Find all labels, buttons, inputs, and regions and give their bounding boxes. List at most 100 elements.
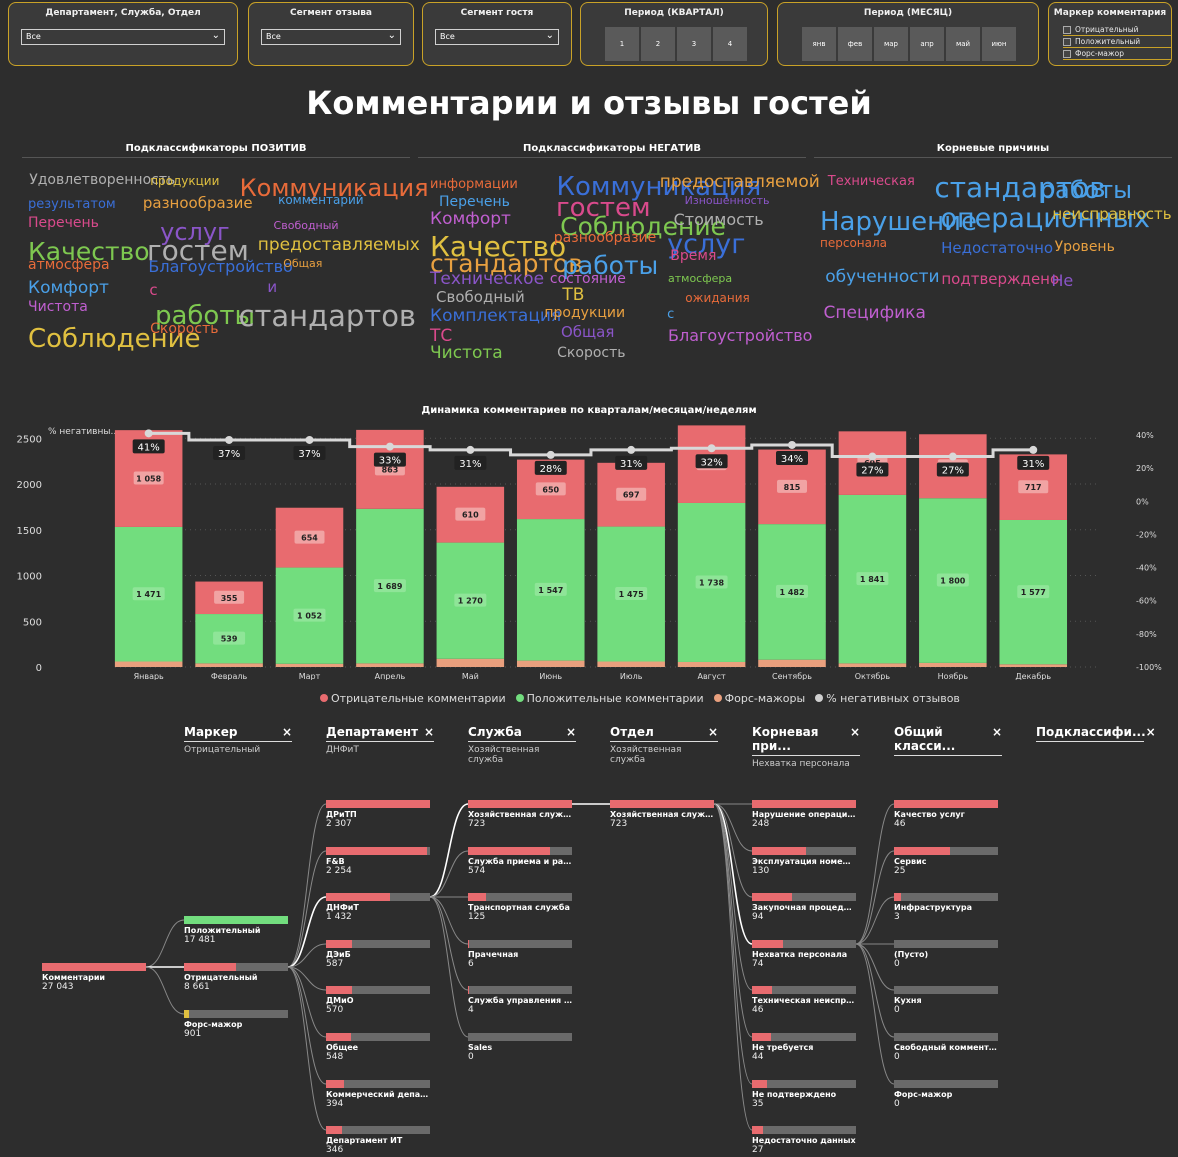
quarter-button[interactable]: 1 bbox=[605, 27, 639, 61]
cloud-word[interactable]: Свободный bbox=[273, 219, 339, 233]
tree-level-header[interactable]: Маркер × Отрицательный bbox=[184, 725, 292, 755]
cloud-word[interactable]: Благоустройство bbox=[668, 325, 813, 345]
cloud-word[interactable]: Специфика bbox=[823, 302, 926, 323]
tree-node[interactable]: ДЭиБ 587 bbox=[326, 940, 430, 969]
cloud-word[interactable]: операционных bbox=[940, 202, 1150, 234]
close-icon[interactable]: × bbox=[991, 725, 1002, 739]
close-icon[interactable]: × bbox=[707, 725, 718, 739]
tree-level-header[interactable]: Корневая при... × Нехватка персонала bbox=[752, 725, 860, 769]
tree-node[interactable]: Инфраструктура 3 bbox=[894, 893, 998, 922]
tree-node[interactable]: Не требуется 44 bbox=[752, 1033, 856, 1062]
cloud-word[interactable]: предоставляемой bbox=[659, 172, 820, 193]
guest-segment-dropdown[interactable]: Все ⌄ bbox=[435, 29, 559, 45]
cloud-word[interactable]: предоставляемых bbox=[257, 235, 420, 256]
cloud-word[interactable]: Коммуникация bbox=[239, 173, 429, 202]
cloud-word[interactable]: Комфорт bbox=[430, 209, 511, 230]
legend-item[interactable]: Форс-мажоры bbox=[713, 692, 805, 705]
tree-node[interactable]: Хозяйственная служба 723 bbox=[468, 800, 572, 829]
tree-node[interactable]: ДМиО 570 bbox=[326, 986, 430, 1015]
tree-level-header[interactable]: Подклассифи... × bbox=[1036, 725, 1156, 745]
cloud-word[interactable]: Скорость bbox=[557, 345, 626, 362]
cloud-word[interactable]: персонала bbox=[820, 236, 888, 251]
cloud-word[interactable]: Стоимость bbox=[673, 209, 764, 229]
tree-node[interactable]: Транспортная служба 125 bbox=[468, 893, 572, 922]
month-button[interactable]: мар bbox=[874, 27, 908, 61]
cloud-word[interactable]: Нарушение bbox=[820, 206, 978, 237]
cloud-word[interactable]: гостем bbox=[556, 193, 651, 224]
tree-node[interactable]: Нарушение операцио... 248 bbox=[752, 800, 856, 829]
cloud-word[interactable]: продукции bbox=[544, 305, 626, 322]
cloud-word[interactable]: состояние bbox=[549, 270, 626, 287]
cloud-word[interactable]: стандартов bbox=[934, 171, 1106, 205]
close-icon[interactable]: × bbox=[423, 725, 434, 739]
cloud-word[interactable]: Недостаточно bbox=[941, 238, 1054, 257]
close-icon[interactable]: × bbox=[565, 725, 576, 739]
tree-node[interactable]: Закупочная процедура 94 bbox=[752, 893, 856, 922]
cloud-word[interactable]: Уровень bbox=[1054, 238, 1115, 255]
tree-node[interactable]: Качество услуг 46 bbox=[894, 800, 998, 829]
cloud-word[interactable]: ожидания bbox=[685, 290, 750, 305]
cloud-word[interactable]: Соблюдение bbox=[28, 323, 201, 354]
cloud-word[interactable]: Не bbox=[1051, 270, 1074, 290]
review-segment-dropdown[interactable]: Все ⌄ bbox=[261, 29, 401, 45]
cloud-word[interactable]: с bbox=[667, 306, 675, 322]
tree-node[interactable]: Общее 548 bbox=[326, 1033, 430, 1062]
marker-option[interactable]: Положительный bbox=[1063, 37, 1171, 48]
tree-node[interactable]: Не подтверждено 35 bbox=[752, 1080, 856, 1109]
cloud-word[interactable]: Техническая bbox=[827, 174, 915, 190]
tree-node[interactable]: Отрицательный 8 661 bbox=[184, 963, 288, 992]
legend-item[interactable]: Положительные комментарии bbox=[515, 692, 704, 705]
tree-node[interactable]: Прачечная 6 bbox=[468, 940, 572, 969]
close-icon[interactable]: × bbox=[281, 725, 292, 739]
legend-item[interactable]: % негативных отзывов bbox=[815, 692, 960, 705]
cloud-word[interactable]: Скорость bbox=[150, 321, 219, 338]
cloud-word[interactable]: атмосфера bbox=[28, 256, 110, 273]
tree-node[interactable]: ДНФиТ 1 432 bbox=[326, 893, 430, 922]
close-icon[interactable]: × bbox=[849, 725, 860, 739]
cloud-word[interactable]: подтверждено bbox=[941, 270, 1060, 289]
cloud-word[interactable]: и bbox=[267, 277, 278, 296]
tree-node[interactable]: Кухня 0 bbox=[894, 986, 998, 1015]
cloud-word[interactable]: разнообразие bbox=[142, 194, 253, 213]
cloud-word[interactable]: стандартов bbox=[430, 248, 584, 278]
tree-level-header[interactable]: Служба × Хозяйственная служба bbox=[468, 725, 576, 765]
marker-option[interactable]: Отрицательный bbox=[1063, 25, 1171, 36]
cloud-word[interactable]: разнообразие bbox=[553, 229, 657, 246]
cloud-word[interactable]: Время bbox=[670, 248, 717, 265]
tree-node[interactable]: Техническая неисправ... 46 bbox=[752, 986, 856, 1015]
tree-node[interactable]: Департамент ИТ 346 bbox=[326, 1126, 430, 1155]
tree-level-header[interactable]: Общий класси... × bbox=[894, 725, 1002, 759]
cloud-word[interactable]: обученности bbox=[825, 266, 940, 287]
cloud-word[interactable]: Перечень bbox=[439, 194, 510, 211]
cloud-word[interactable]: услуг bbox=[160, 218, 230, 247]
tree-node[interactable]: Недостаточно данных 27 bbox=[752, 1126, 856, 1155]
tree-node[interactable]: Нехватка персонала 74 bbox=[752, 940, 856, 969]
cloud-word[interactable]: информации bbox=[430, 176, 518, 192]
cloud-word[interactable]: Комфорт bbox=[28, 277, 109, 298]
tree-node[interactable]: Хозяйственная служба 723 bbox=[610, 800, 714, 829]
cloud-word[interactable]: комментарий bbox=[278, 193, 364, 208]
tree-node[interactable]: Служба управления в... 4 bbox=[468, 986, 572, 1015]
cloud-word[interactable]: ТС bbox=[430, 325, 453, 346]
cloud-word[interactable]: Соблюдение bbox=[560, 211, 726, 241]
tree-node[interactable]: F&B 2 254 bbox=[326, 847, 430, 876]
cloud-word[interactable]: Удовлетворенность bbox=[29, 171, 176, 188]
tree-node[interactable]: Свободный коммента... 0 bbox=[894, 1033, 998, 1062]
tree-node[interactable]: Sales 0 bbox=[468, 1033, 572, 1062]
cloud-word[interactable]: ТВ bbox=[562, 284, 585, 305]
tree-node[interactable]: Форс-мажор 901 bbox=[184, 1010, 288, 1039]
quarter-button[interactable]: 3 bbox=[677, 27, 711, 61]
tree-node[interactable]: Форс-мажор 0 bbox=[894, 1080, 998, 1109]
cloud-word[interactable]: Изношенность bbox=[684, 194, 770, 208]
month-button[interactable]: май bbox=[946, 27, 980, 61]
tree-node[interactable]: ДРиТП 2 307 bbox=[326, 800, 430, 829]
cloud-word[interactable]: с bbox=[149, 280, 158, 299]
cloud-word[interactable]: работы bbox=[562, 251, 659, 281]
legend-item[interactable]: Отрицательные комментарии bbox=[320, 692, 506, 705]
close-icon[interactable]: × bbox=[1145, 725, 1156, 739]
tree-level-header[interactable]: Департамент × ДНФиТ bbox=[326, 725, 434, 755]
cloud-word[interactable]: Чистота bbox=[430, 342, 503, 363]
cloud-word[interactable]: Общая bbox=[560, 323, 615, 342]
cloud-word[interactable]: Благоустройство bbox=[148, 257, 293, 277]
cloud-word[interactable]: Свободный bbox=[436, 287, 525, 306]
